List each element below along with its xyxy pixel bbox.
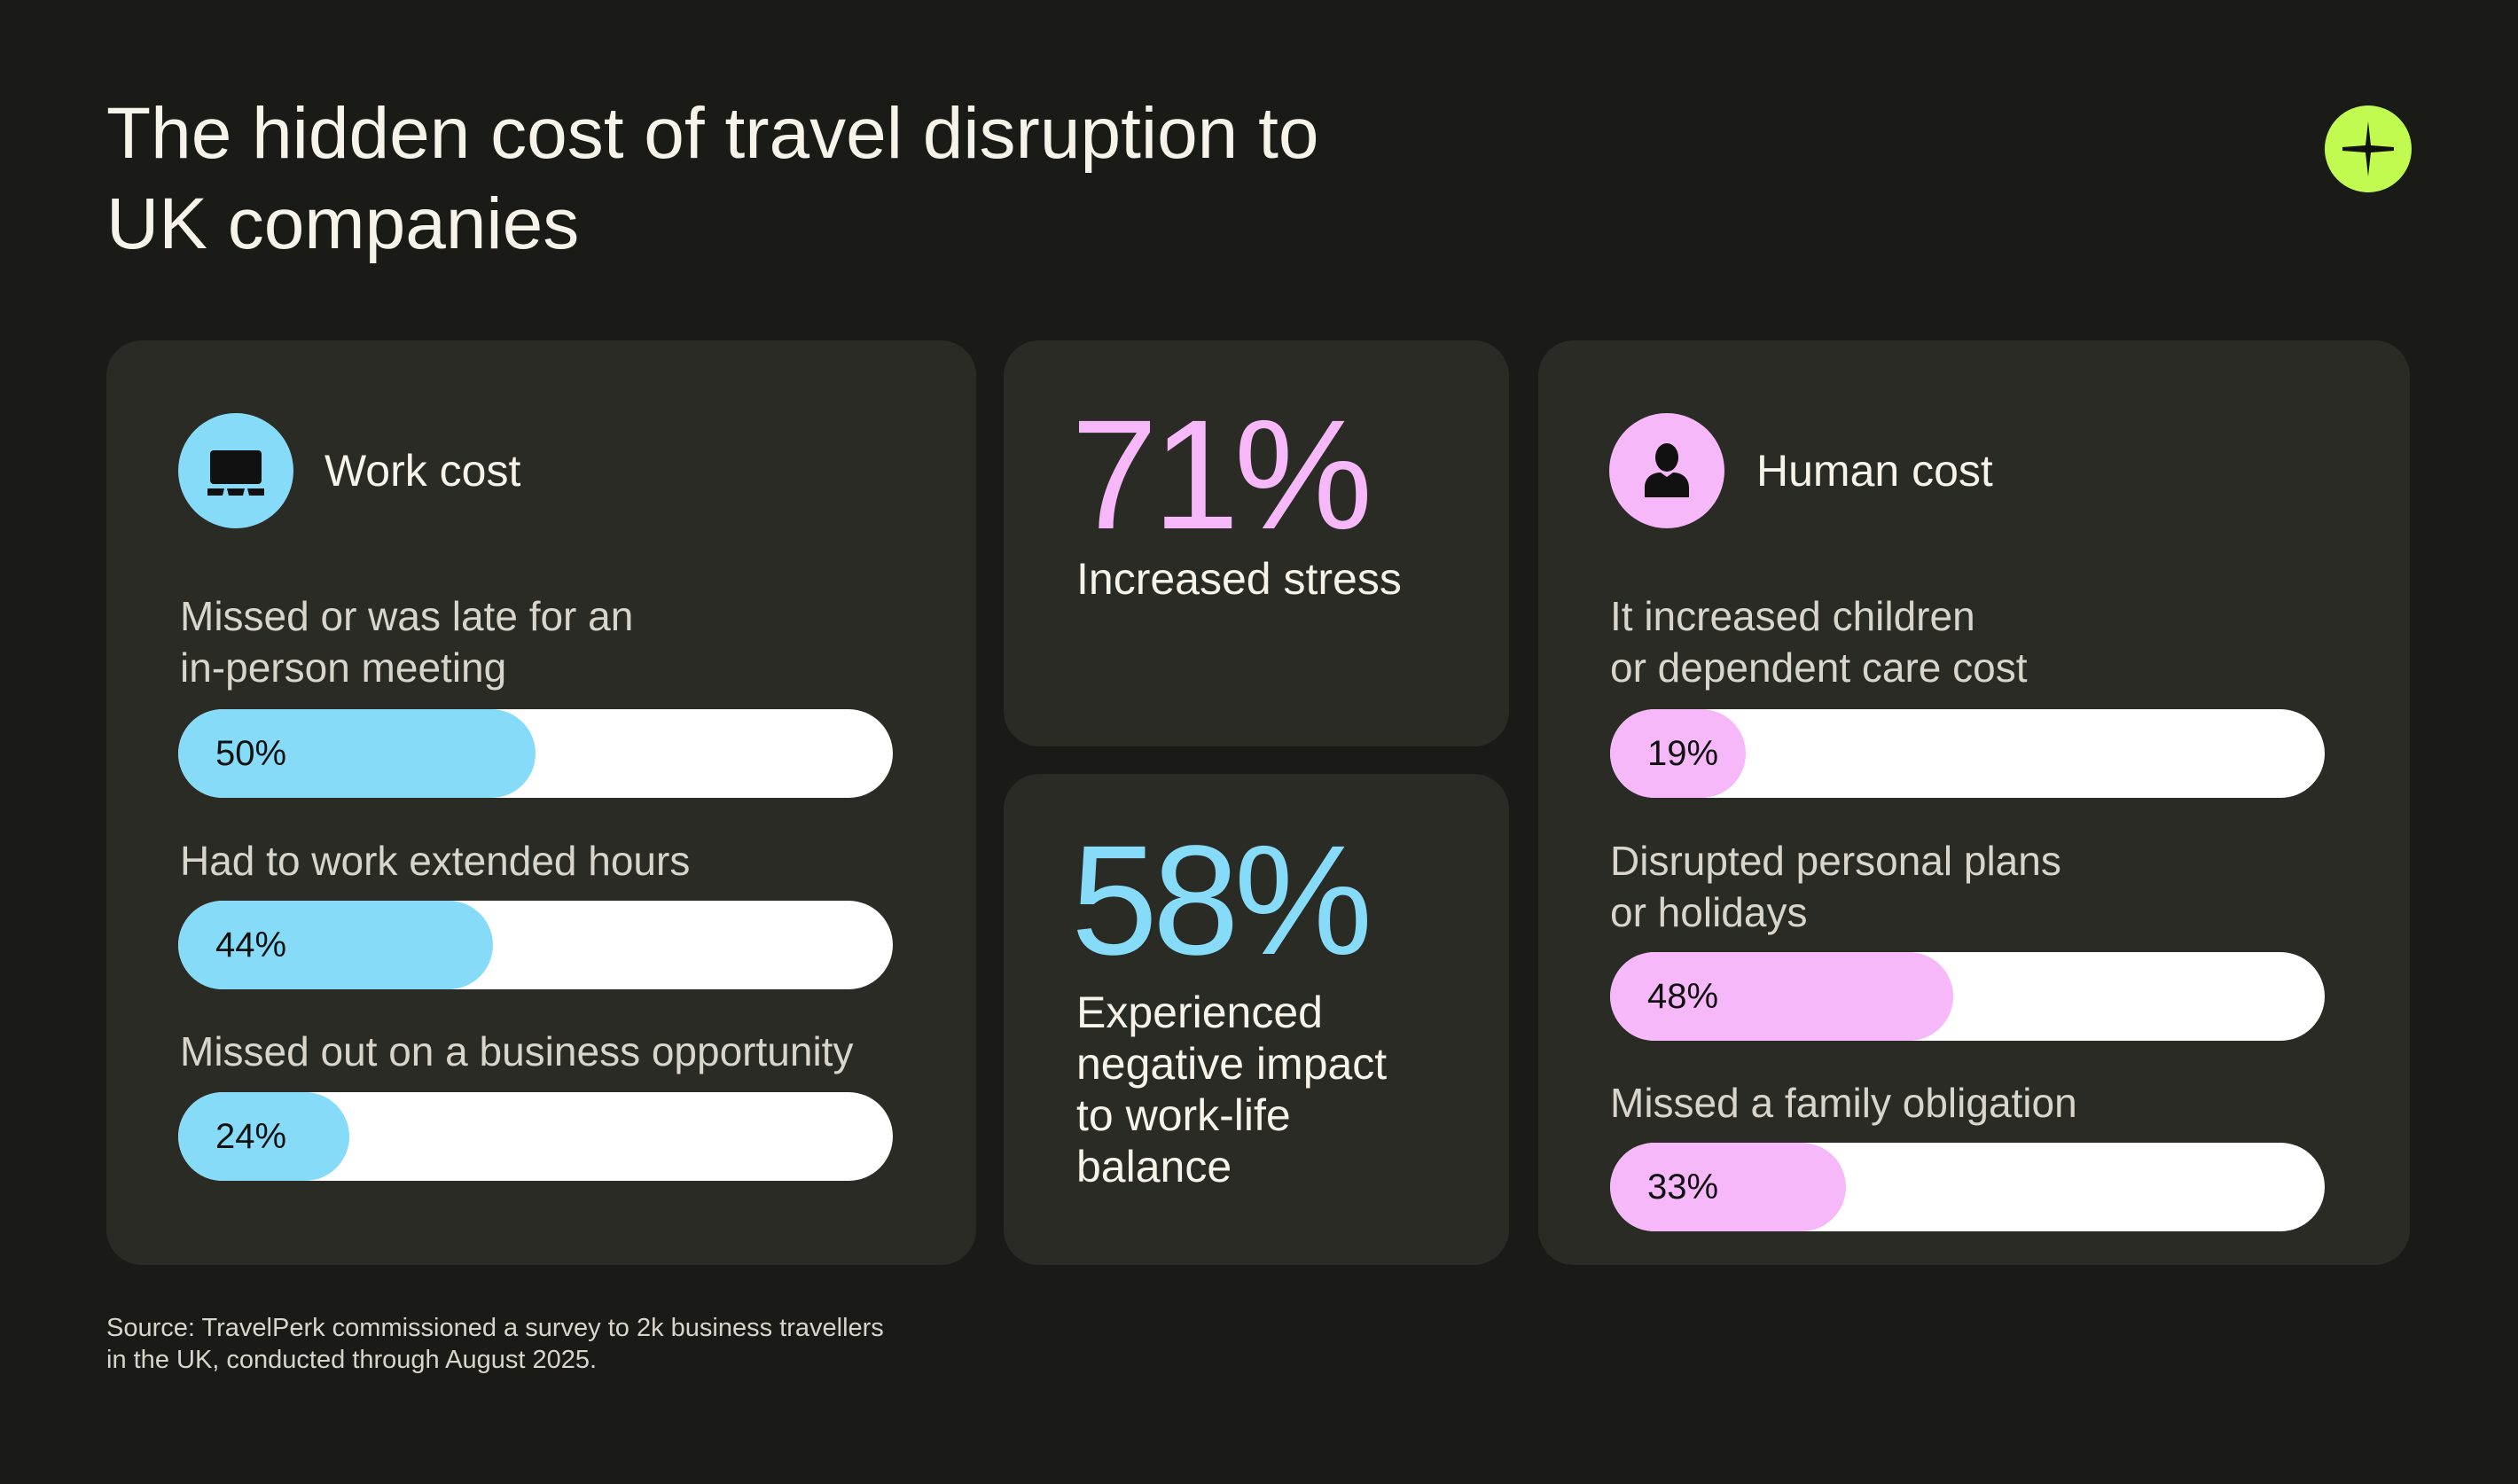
source-note: Source: TravelPerk commissioned a survey… [106, 1314, 884, 1374]
bar-fill [1610, 1143, 1846, 1231]
bar-value: 44% [215, 926, 287, 965]
human-item-bar: 19% [1610, 709, 2325, 798]
stat-text: Increased stress [1076, 554, 1402, 604]
person-icon [1609, 413, 1724, 528]
laptop-icon [178, 413, 293, 528]
bar-value: 19% [1647, 734, 1719, 773]
page-title: The hidden cost of travel disruption to … [106, 93, 1319, 264]
work-life-stat-card: 58% Experienced negative impact to work-… [1004, 774, 1509, 1265]
bar-fill [1610, 952, 1953, 1041]
work-item-label: Had to work extended hours [180, 838, 691, 884]
human-item-label: Disrupted personal plans or holidays [1610, 838, 2061, 935]
stat-value: 58% [1071, 814, 1372, 988]
work-item-bar: 44% [178, 901, 893, 989]
work-item-label: Missed or was late for an in-person meet… [180, 593, 634, 691]
human-item-bar: 48% [1610, 952, 2325, 1041]
work-item-label: Missed out on a business opportunity [180, 1028, 854, 1074]
bar-value: 33% [1647, 1168, 1719, 1207]
work-cost-card: Work cost Missed or was late for an in-p… [106, 340, 976, 1265]
human-item-label: Missed a family obligation [1610, 1080, 2077, 1126]
bar-fill [1610, 709, 1747, 798]
work-item-bar: 24% [178, 1092, 893, 1181]
human-cost-title: Human cost [1756, 446, 1993, 496]
work-item-bar: 50% [178, 709, 893, 798]
stat-text: Experienced negative impact to work-life… [1076, 988, 1388, 1191]
bar-value: 48% [1647, 977, 1719, 1016]
stress-stat-card: 71% Increased stress [1004, 340, 1509, 746]
bar-value: 24% [215, 1117, 287, 1156]
work-cost-title: Work cost [325, 446, 521, 496]
human-cost-card: Human cost It increased children or depe… [1538, 340, 2410, 1265]
bar-fill [178, 901, 493, 989]
human-item-label: It increased children or dependent care … [1610, 593, 2028, 691]
stat-value: 71% [1071, 388, 1372, 562]
human-item-bar: 33% [1610, 1143, 2325, 1231]
bar-value: 50% [215, 734, 287, 773]
bar-fill [178, 709, 536, 798]
plus-star-logo-icon [2325, 105, 2412, 192]
bar-fill [178, 1092, 350, 1181]
